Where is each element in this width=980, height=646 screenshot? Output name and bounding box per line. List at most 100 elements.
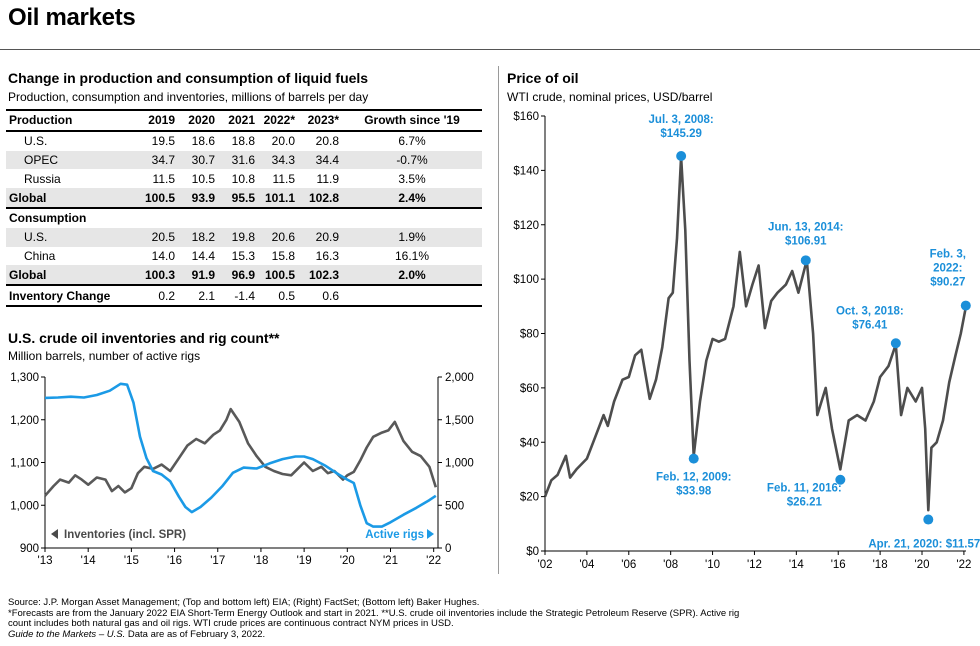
- cell: 10.5: [191, 171, 215, 186]
- table-row-global: Global 100.3 91.9 96.9 100.5 102.3 2.0%: [6, 265, 482, 286]
- fuel-table: Production 2019 2020 2021 2022* 2023* Gr…: [6, 109, 482, 307]
- cell: 34.7: [134, 150, 178, 170]
- x-tick-label: '13: [38, 555, 53, 567]
- x-tick-label: '02: [538, 559, 553, 571]
- cell: 0.5: [258, 284, 298, 307]
- annotation-marker: [688, 453, 699, 464]
- cell: 100.3: [134, 265, 178, 286]
- y-right-tick-label: 1,000: [445, 458, 474, 470]
- header-cell: 2023*: [298, 109, 342, 132]
- y-tick-label: $0: [526, 546, 539, 558]
- table-subheader-row: Consumption: [6, 206, 482, 228]
- annotation-label: Feb. 12, 2009:: [656, 472, 731, 484]
- footer-date: Data are as of February 3, 2022.: [125, 628, 266, 640]
- annotation-label: Oct. 3, 2018:: [836, 305, 904, 317]
- growth-cell: 3.5%: [398, 171, 426, 186]
- cell: 20.6: [258, 227, 298, 247]
- annotation-label: Jun. 13, 2014:: [768, 221, 843, 233]
- table-row: U.S. 20.5 18.2 19.8 20.6 20.9 1.9%: [6, 227, 482, 247]
- x-tick-label: '16: [167, 555, 182, 567]
- cell: -1.4: [218, 284, 258, 307]
- annotation-marker: [960, 300, 971, 311]
- growth-cell: [342, 284, 482, 307]
- header-cell: Growth since '19: [342, 109, 482, 132]
- y-left-tick-label: 1,200: [10, 415, 39, 427]
- table-row: OPEC 34.7 30.7 31.6 34.3 34.4 -0.7%: [6, 150, 482, 170]
- annotation-label: $90.27: [930, 277, 965, 289]
- y-tick-label: $140: [513, 165, 539, 177]
- row-label: U.S.: [24, 134, 48, 149]
- table-header-row: Production 2019 2020 2021 2022* 2023* Gr…: [6, 109, 482, 132]
- y-tick-label: $120: [513, 220, 539, 232]
- y-tick-label: $40: [520, 437, 539, 449]
- legend-rigs: Active rigs: [365, 529, 424, 541]
- cell: 95.5: [218, 188, 258, 208]
- y-right-tick-label: 2,000: [445, 372, 474, 384]
- guide-title: Guide to the Markets – U.S.: [8, 628, 126, 640]
- annotation-marker: [676, 150, 687, 161]
- cell: 34.4: [298, 150, 342, 170]
- cell: 10.8: [231, 171, 255, 186]
- cell: 100.5: [134, 188, 178, 208]
- annotation-label: Apr. 21, 2020: $11.57: [868, 539, 980, 551]
- row-label: Global: [6, 265, 134, 286]
- cell: 18.2: [178, 227, 218, 247]
- x-tick-label: '18: [253, 555, 268, 567]
- title-divider: [0, 49, 980, 50]
- table-row-inventory: Inventory Change 0.2 2.1 -1.4 0.5 0.6: [6, 284, 482, 307]
- x-tick-label: '04: [579, 559, 595, 571]
- row-label: China: [24, 248, 56, 263]
- cell: 20.0: [271, 134, 295, 149]
- panel-divider: [498, 66, 499, 574]
- y-tick-label: $100: [513, 274, 539, 286]
- annotation-label: Feb. 3,: [930, 249, 966, 261]
- cell: 2.1: [178, 284, 218, 307]
- x-tick-label: '14: [81, 555, 97, 567]
- y-right-tick-label: 1,500: [445, 415, 474, 427]
- cell: 20.5: [134, 227, 178, 247]
- cell: 20.9: [298, 227, 342, 247]
- page-title: Oil markets: [8, 4, 136, 31]
- growth-cell: 2.0%: [342, 265, 482, 286]
- price-title: Price of oil: [507, 70, 579, 86]
- annotation-marker: [923, 514, 934, 525]
- y-tick-label: $20: [520, 492, 539, 504]
- y-right-tick-label: 0: [445, 543, 451, 555]
- x-tick-label: '22: [426, 555, 441, 567]
- cell: 11.5: [152, 171, 175, 186]
- table-title: Change in production and consumption of …: [8, 70, 369, 86]
- y-tick-label: $60: [520, 383, 539, 395]
- row-label: Global: [6, 188, 134, 208]
- row-label: Russia: [24, 171, 61, 186]
- annotation-label: $76.41: [852, 319, 888, 331]
- x-tick-label: '08: [663, 559, 678, 571]
- x-tick-label: '17: [210, 555, 225, 567]
- annotation-label: Jul. 3, 2008:: [649, 114, 714, 126]
- x-tick-label: '10: [705, 559, 720, 571]
- y-left-tick-label: 1,300: [10, 372, 39, 384]
- legend-inventories: Inventories (incl. SPR): [64, 529, 186, 541]
- y-tick-label: $80: [520, 329, 539, 341]
- cell: 11.9: [316, 171, 339, 186]
- row-label: OPEC: [6, 150, 134, 170]
- table-row: China 14.0 14.4 15.3 15.8 16.3 16.1%: [6, 247, 482, 266]
- x-tick-label: '14: [789, 559, 805, 571]
- annotation-label: 2022:: [933, 263, 962, 275]
- annotation-label: Feb. 11, 2016:: [767, 483, 842, 495]
- header-cell: 2021: [218, 109, 258, 132]
- header-cell: 2019: [134, 109, 178, 132]
- annotation-marker: [800, 255, 811, 266]
- annotation-label: $33.98: [676, 486, 712, 498]
- y-right-tick-label: 500: [445, 500, 464, 512]
- y-tick-label: $160: [513, 111, 539, 123]
- x-tick-label: '18: [873, 559, 888, 571]
- footer-source: Source: J.P. Morgan Asset Management; (T…: [8, 597, 480, 608]
- table-row: U.S. 19.5 18.6 18.8 20.0 20.8 6.7%: [6, 131, 482, 151]
- inventories-title: U.S. crude oil inventories and rig count…: [8, 330, 280, 346]
- oil-price-chart: $0 $20 $40 $60 $80 $100 $120 $140 $160 '02 '04 '06 '…: [513, 111, 980, 571]
- cell: 34.3: [258, 150, 298, 170]
- annotation-label: $145.29: [660, 128, 702, 140]
- x-tick-label: '06: [621, 559, 636, 571]
- cell: 100.5: [258, 265, 298, 286]
- row-label: U.S.: [6, 227, 134, 247]
